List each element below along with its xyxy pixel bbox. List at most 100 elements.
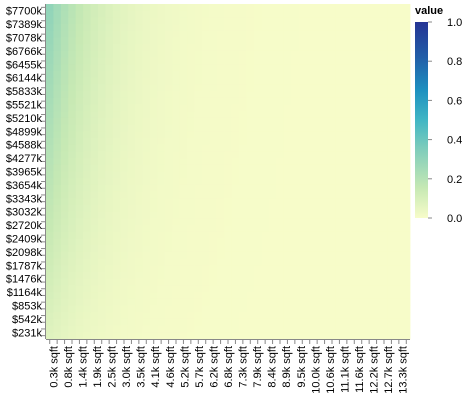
heatmap-cell	[150, 117, 158, 125]
heatmap-cell	[313, 198, 322, 206]
heatmap-cell	[254, 184, 262, 192]
heatmap-cell	[306, 17, 314, 25]
heatmap-cell	[350, 245, 359, 253]
heatmap-cell	[313, 37, 322, 45]
heatmap-cell	[380, 211, 389, 219]
heatmap-cell	[231, 158, 240, 166]
heatmap-cell	[202, 50, 210, 58]
heatmap-cell	[46, 318, 54, 326]
heatmap-cell	[202, 138, 210, 146]
heatmap-cell	[202, 84, 210, 92]
heatmap-cell	[75, 285, 84, 293]
heatmap-cell	[239, 225, 247, 233]
heatmap-cell	[372, 37, 381, 45]
heatmap-cell	[68, 124, 77, 132]
heatmap-cell	[224, 305, 233, 313]
heatmap-cell	[75, 265, 84, 273]
heatmap-cell	[209, 64, 218, 72]
heatmap-cell	[172, 24, 181, 32]
heatmap-cell	[53, 151, 62, 159]
heatmap-cell	[306, 225, 314, 233]
heatmap-cell	[254, 218, 262, 226]
heatmap-cell	[254, 265, 262, 273]
legend: value 1.00.80.60.40.20.0	[415, 5, 462, 225]
heatmap-cell	[53, 117, 62, 125]
heatmap-cell	[68, 91, 77, 99]
heatmap-cell	[313, 4, 322, 12]
heatmap-cell	[209, 191, 218, 199]
heatmap-cell	[283, 178, 292, 186]
heatmap-cell	[90, 158, 99, 166]
heatmap-cell	[142, 57, 151, 65]
heatmap-cell	[343, 30, 351, 38]
heatmap-cell	[112, 305, 121, 313]
heatmap-cell	[157, 37, 166, 45]
heatmap-cell	[350, 205, 359, 213]
heatmap-cell	[239, 272, 247, 280]
heatmap-cell	[90, 298, 99, 306]
heatmap-cell	[120, 104, 129, 112]
heatmap-cell	[187, 198, 195, 206]
heatmap-cell	[231, 184, 240, 192]
heatmap-cell	[172, 144, 181, 152]
heatmap-cell	[335, 37, 344, 45]
heatmap-cell	[179, 211, 188, 219]
heatmap-cell	[231, 178, 240, 186]
heatmap-cell	[298, 50, 307, 58]
heatmap-cell	[335, 292, 344, 300]
heatmap-cell	[298, 138, 307, 146]
heatmap-cell	[83, 84, 91, 92]
heatmap-cell	[254, 285, 262, 293]
heatmap-cell	[380, 312, 389, 320]
heatmap-cell	[350, 318, 359, 326]
heatmap-cell	[164, 151, 173, 159]
heatmap-cell	[298, 305, 307, 313]
heatmap-cell	[291, 205, 299, 213]
heatmap-cell	[164, 312, 173, 320]
heatmap-cell	[402, 318, 411, 326]
heatmap-cell	[291, 191, 299, 199]
heatmap-cell	[120, 184, 129, 192]
heatmap-cell	[387, 238, 396, 246]
heatmap-cell	[216, 251, 225, 259]
heatmap-cell	[261, 84, 270, 92]
heatmap-cell	[291, 272, 299, 280]
heatmap-cell	[313, 24, 322, 32]
heatmap-cell	[142, 218, 151, 226]
heatmap-cell	[202, 117, 210, 125]
heatmap-cell	[365, 325, 374, 333]
heatmap-cell	[120, 24, 129, 32]
heatmap-cell	[254, 245, 262, 253]
heatmap-cell	[60, 158, 69, 166]
heatmap-cell	[380, 104, 389, 112]
heatmap-cell	[194, 117, 203, 125]
legend-ticks: 1.00.80.60.40.20.0	[428, 17, 462, 225]
y-tick-label: $7078k	[6, 33, 43, 45]
legend-title: value	[415, 5, 443, 17]
heatmap-cell	[335, 265, 344, 273]
heatmap-cell	[75, 198, 84, 206]
heatmap-cell	[53, 272, 62, 280]
heatmap-cell	[105, 77, 114, 85]
heatmap-cell	[246, 285, 255, 293]
heatmap-cell	[298, 325, 307, 333]
heatmap-cell	[380, 278, 389, 286]
heatmap-cell	[135, 10, 143, 18]
heatmap-cell	[202, 124, 210, 132]
heatmap-cell	[60, 97, 69, 105]
heatmap-cell	[291, 265, 299, 273]
heatmap-cell	[320, 151, 329, 159]
heatmap-cell	[320, 124, 329, 132]
heatmap-cell	[135, 138, 143, 146]
heatmap-cell	[254, 24, 262, 32]
heatmap-cell	[268, 104, 277, 112]
heatmap-cell	[246, 184, 255, 192]
heatmap-cell	[372, 305, 381, 313]
legend-tick-label: 0.2	[447, 174, 462, 186]
heatmap-cell	[402, 151, 411, 159]
heatmap-cell	[395, 4, 403, 12]
heatmap-cell	[224, 10, 233, 18]
heatmap-cell	[179, 84, 188, 92]
heatmap-cell	[150, 298, 158, 306]
heatmap-cell	[261, 238, 270, 246]
